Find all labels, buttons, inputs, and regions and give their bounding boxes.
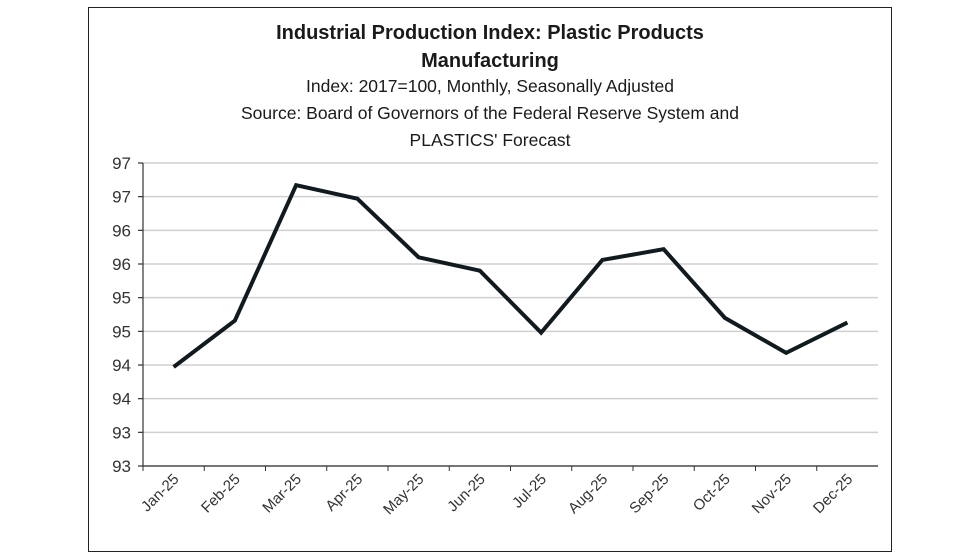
x-tick-label: Feb-25: [198, 471, 244, 517]
chart-title-line-1: Industrial Production Index: Plastic Pro…: [276, 22, 704, 44]
x-tick-label: Mar-25: [259, 471, 305, 517]
series-line: [172, 182, 849, 369]
x-tick-label: Apr-25: [322, 471, 366, 515]
chart-frame: [88, 7, 892, 552]
y-tick-label: 96: [112, 255, 131, 274]
y-tick-label: 96: [112, 221, 131, 240]
y-tick-label: 97: [112, 188, 131, 207]
x-tick-label: Dec-25: [810, 471, 856, 517]
x-tick-label: Jul-25: [509, 471, 550, 512]
x-tick-label: May-25: [380, 471, 427, 518]
y-tick-label: 95: [112, 322, 131, 341]
chart-subtitle-line-3: PLASTICS' Forecast: [409, 130, 571, 150]
chart-subtitle-line-1: Index: 2017=100, Monthly, Seasonally Adj…: [306, 76, 674, 96]
x-tick-label: Aug-25: [565, 471, 611, 517]
y-tick-label: 93: [112, 423, 131, 442]
x-tick-label: Nov-25: [749, 471, 795, 517]
y-tick-label: 94: [112, 356, 131, 375]
y-tick-label: 97: [112, 154, 131, 173]
chart-title-line-2: Manufacturing: [421, 50, 559, 72]
y-tick-label: 95: [112, 289, 131, 308]
chart-subtitle-line-2: Source: Board of Governors of the Federa…: [240, 103, 740, 123]
x-tick-label: Sep-25: [626, 471, 672, 517]
y-tick-label: 93: [112, 457, 131, 476]
x-tick-label: Jan-25: [138, 471, 182, 515]
x-tick-label: Oct-25: [690, 471, 734, 515]
x-tick-label: Jun-25: [444, 471, 488, 515]
y-tick-label: 94: [112, 390, 131, 409]
